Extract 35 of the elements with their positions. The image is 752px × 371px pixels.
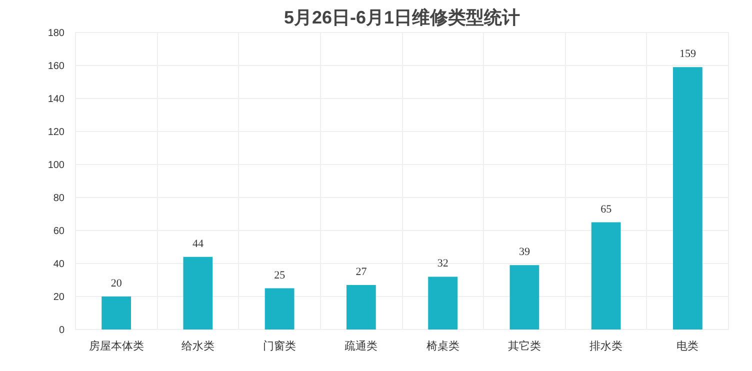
x-tick-label: 给水类 [181, 340, 214, 352]
data-label: 27 [356, 266, 368, 278]
y-tick-label: 20 [53, 292, 65, 303]
bar [510, 265, 540, 330]
bar [346, 284, 376, 330]
data-label: 39 [518, 246, 530, 258]
y-tick-label: 140 [48, 94, 65, 105]
bar [183, 256, 213, 330]
y-tick-label: 60 [53, 226, 65, 237]
bar [591, 222, 621, 330]
bar [428, 276, 458, 330]
data-label: 159 [679, 48, 696, 60]
data-label: 32 [437, 258, 448, 270]
x-tick-label: 电类 [676, 340, 699, 352]
y-tick-label: 40 [53, 259, 65, 270]
x-tick-label: 疏通类 [344, 340, 378, 352]
chart-title: 5月26日-6月1日维修类型统计 [284, 8, 520, 28]
x-tick-label: 其它类 [508, 340, 541, 352]
x-tick-label: 房屋本体类 [88, 340, 144, 352]
bar [264, 288, 294, 330]
data-label: 25 [274, 269, 286, 282]
y-tick-label: 80 [53, 193, 65, 204]
data-label: 65 [600, 203, 612, 216]
data-label: 44 [192, 238, 204, 250]
x-tick-label: 排水类 [590, 340, 623, 352]
y-tick-label: 100 [48, 160, 65, 171]
y-tick-label: 180 [48, 28, 65, 39]
y-tick-label: 0 [58, 325, 65, 336]
x-tick-label: 门窗类 [263, 340, 296, 352]
data-label: 20 [110, 278, 122, 290]
y-tick-label: 120 [48, 127, 65, 138]
y-tick-label: 160 [48, 61, 65, 72]
x-tick-label: 椅桌类 [426, 340, 460, 352]
bar [672, 67, 702, 330]
bar [102, 296, 132, 330]
